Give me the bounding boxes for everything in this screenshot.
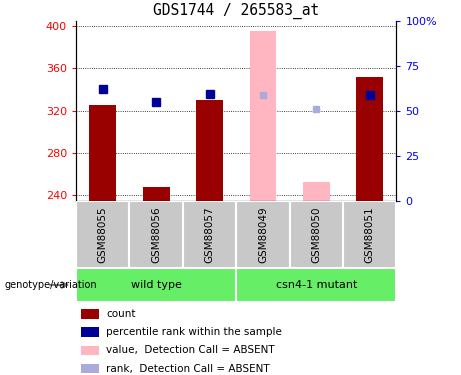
Bar xyxy=(76,201,130,268)
Bar xyxy=(81,346,100,355)
Text: rank,  Detection Call = ABSENT: rank, Detection Call = ABSENT xyxy=(106,364,270,374)
Bar xyxy=(236,268,396,302)
Text: GSM88057: GSM88057 xyxy=(205,206,214,262)
Text: wild type: wild type xyxy=(131,280,182,290)
Bar xyxy=(183,201,236,268)
Bar xyxy=(81,327,100,337)
Bar xyxy=(130,201,183,268)
Bar xyxy=(343,201,396,268)
Bar xyxy=(89,105,116,201)
Text: GSM88056: GSM88056 xyxy=(151,206,161,262)
Bar xyxy=(236,201,290,268)
Bar xyxy=(290,201,343,268)
Text: percentile rank within the sample: percentile rank within the sample xyxy=(106,327,282,337)
Text: csn4-1 mutant: csn4-1 mutant xyxy=(276,280,357,290)
Text: genotype/variation: genotype/variation xyxy=(5,280,97,290)
Text: GSM88055: GSM88055 xyxy=(98,206,108,262)
Bar xyxy=(356,77,383,201)
Bar xyxy=(76,268,236,302)
Bar xyxy=(196,100,223,201)
Text: GSM88050: GSM88050 xyxy=(311,206,321,262)
Text: GSM88051: GSM88051 xyxy=(365,206,375,262)
Text: GSM88049: GSM88049 xyxy=(258,206,268,262)
Bar xyxy=(143,187,170,201)
Text: count: count xyxy=(106,309,136,319)
Bar xyxy=(249,31,276,201)
Bar xyxy=(81,364,100,374)
Text: value,  Detection Call = ABSENT: value, Detection Call = ABSENT xyxy=(106,345,275,355)
Bar xyxy=(81,309,100,318)
Title: GDS1744 / 265583_at: GDS1744 / 265583_at xyxy=(153,3,319,19)
Bar xyxy=(303,182,330,201)
